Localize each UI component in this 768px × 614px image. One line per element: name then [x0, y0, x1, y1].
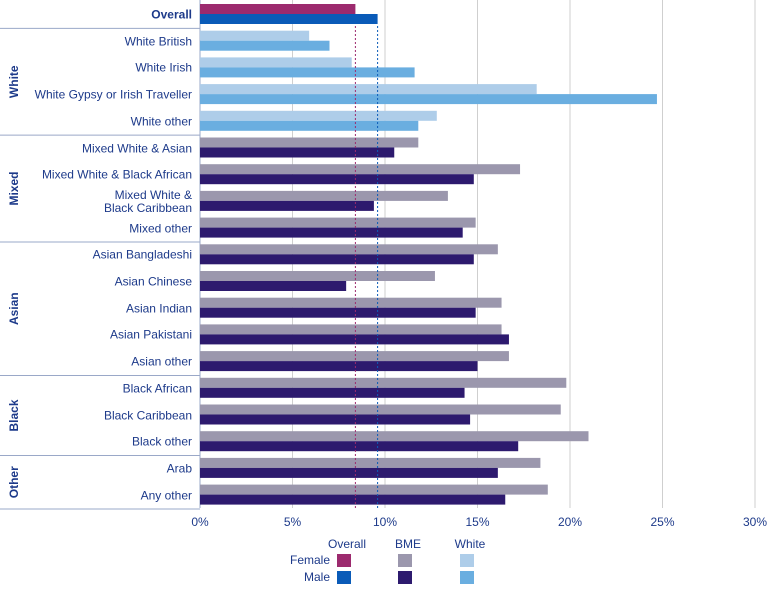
category-label: White Irish [135, 60, 192, 75]
bar [200, 457, 541, 468]
bar [200, 30, 310, 41]
bar [200, 377, 567, 388]
category-label: Black African [122, 381, 192, 396]
bar [200, 431, 589, 442]
legend-row-label: Female [290, 553, 330, 567]
bar [200, 174, 474, 185]
bar [200, 94, 657, 105]
x-tick-label: 20% [558, 515, 582, 529]
group-label: Asian [7, 292, 21, 325]
bar [200, 297, 502, 308]
bar [200, 271, 435, 281]
bar [200, 84, 537, 95]
bar [200, 120, 419, 131]
bar [200, 387, 465, 398]
legend-swatch [398, 554, 412, 567]
x-tick-label: 10% [373, 515, 397, 529]
category-label: Mixed White & Asian [81, 141, 192, 155]
bar [200, 414, 471, 425]
category-label: Asian other [131, 354, 192, 369]
bar [200, 281, 347, 291]
bar [200, 67, 415, 78]
category-label: Mixed White & Black African [41, 167, 192, 182]
category-label: Any other [140, 488, 192, 503]
x-tick-label: 30% [743, 515, 767, 529]
legend-header: Overall [328, 537, 366, 551]
category-label: White British [124, 34, 192, 49]
bar [200, 254, 474, 265]
category-label: Black other [131, 434, 192, 449]
x-tick-label: 5% [284, 515, 302, 529]
bar [200, 4, 356, 14]
legend-row-label: Male [304, 570, 330, 584]
category-label: Black Caribbean [103, 408, 192, 422]
bar [200, 484, 548, 495]
legend-swatch [398, 571, 412, 584]
bar [200, 244, 498, 255]
group-label: Other [7, 466, 21, 498]
category-label: Asian Chinese [114, 274, 192, 289]
x-tick-label: 0% [191, 515, 209, 529]
bar [200, 334, 509, 345]
bar [200, 200, 374, 211]
bar [200, 190, 448, 201]
bar [200, 324, 502, 335]
bar [200, 351, 509, 362]
legend-header: White [455, 537, 486, 551]
legend-swatch [460, 571, 474, 584]
bar [200, 14, 378, 24]
bar [200, 307, 476, 318]
bar [200, 147, 395, 158]
bar [200, 404, 561, 415]
legend-swatch [337, 554, 351, 567]
category-label: Mixed other [129, 221, 192, 236]
category-label: Arab [166, 461, 192, 476]
category-label: Asian Pakistani [109, 327, 192, 342]
legend-swatch [337, 571, 351, 584]
bar [200, 494, 506, 505]
bar [200, 57, 352, 68]
bar [200, 137, 419, 148]
bar [200, 361, 478, 372]
group-label: White [7, 65, 21, 98]
group-label: Black [7, 399, 21, 431]
category-label: Asian Bangladeshi [92, 247, 192, 262]
bar [200, 110, 437, 121]
category-label: Asian Indian [125, 301, 192, 316]
legend-swatch [460, 554, 474, 567]
bar [200, 217, 476, 228]
bar [200, 227, 463, 238]
x-tick-label: 15% [465, 515, 489, 529]
group-label: Mixed [7, 172, 21, 206]
category-label: White other [130, 114, 192, 129]
bar [200, 164, 521, 175]
bar [200, 467, 498, 478]
category-label: Mixed White & Black Caribbean [103, 187, 192, 215]
x-tick-label: 25% [650, 515, 674, 529]
legend-header: BME [395, 537, 421, 551]
category-label: Overall [151, 7, 192, 22]
bar [200, 40, 330, 51]
category-label: White Gypsy or Irish Traveller [34, 87, 192, 102]
bar [200, 441, 519, 452]
